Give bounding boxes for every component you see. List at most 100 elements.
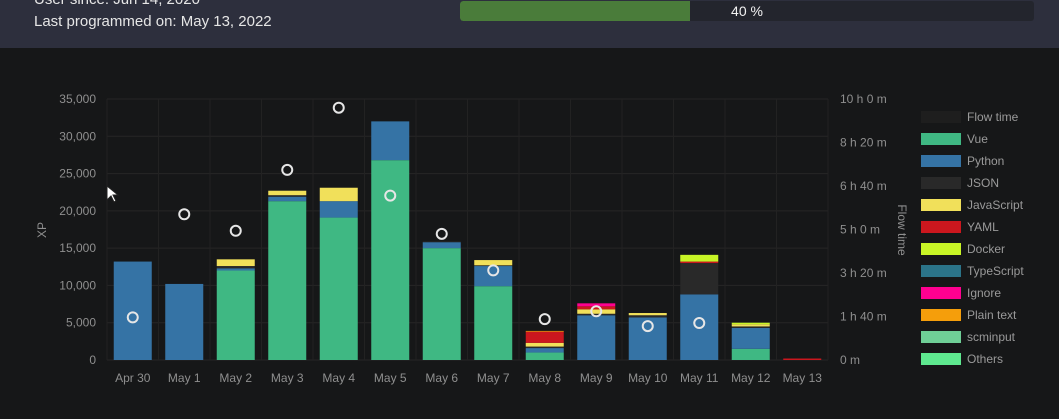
- y-tick-label: 30,000: [59, 129, 96, 143]
- legend-label: Python: [967, 154, 1004, 168]
- bar-segment: [268, 195, 307, 197]
- x-tick-label: May 6: [425, 371, 458, 385]
- bar-segment: [371, 160, 410, 360]
- bar-segment: [268, 201, 307, 360]
- bar-segment: [525, 352, 564, 360]
- flow-time-point: [332, 101, 345, 114]
- bar-segment: [371, 121, 410, 161]
- bar-segment: [525, 342, 564, 347]
- bar-segment: [216, 270, 255, 360]
- bar-segment: [319, 187, 358, 202]
- legend-swatch: [921, 265, 961, 277]
- legend-swatch: [921, 221, 961, 233]
- bar-segment: [783, 358, 822, 360]
- bar-segment: [577, 306, 616, 310]
- legend-swatch: [921, 287, 961, 299]
- bar-segment: [422, 242, 461, 249]
- flow-time-point: [641, 320, 654, 333]
- bar-segment: [577, 309, 616, 314]
- y-tick-label: 35,000: [59, 92, 96, 106]
- y2-tick-label: 0 m: [840, 353, 860, 367]
- bar-segment: [319, 217, 358, 360]
- legend-swatch: [921, 331, 961, 343]
- legend-label: Ignore: [967, 286, 1001, 300]
- y2-tick-label: 5 h 0 m: [840, 223, 880, 237]
- x-tick-label: May 12: [731, 371, 771, 385]
- legend-label: Docker: [967, 242, 1005, 256]
- y2-tick-label: 6 h 40 m: [840, 179, 887, 193]
- y2-tick-label: 1 h 40 m: [840, 310, 887, 324]
- bar-segment: [731, 348, 770, 360]
- bar-segment: [525, 346, 564, 349]
- x-tick-label: May 5: [374, 371, 407, 385]
- y-tick-label: 5,000: [66, 316, 96, 330]
- x-tick-label: May 2: [219, 371, 252, 385]
- bar-segment: [628, 317, 667, 360]
- bar-segment: [422, 241, 461, 243]
- flow-time-point: [435, 227, 448, 240]
- bar-segment: [628, 313, 667, 316]
- y-tick-label: 25,000: [59, 167, 96, 181]
- legend-swatch: [921, 309, 961, 321]
- x-tick-label: Apr 30: [115, 371, 151, 385]
- level-progress-bar: 40 %: [460, 1, 1034, 21]
- legend-swatch: [921, 177, 961, 189]
- bar-segment: [731, 326, 770, 328]
- legend-label: TypeScript: [967, 264, 1024, 278]
- bar-segment: [422, 248, 461, 360]
- y2-axis-title: Flow time: [895, 204, 909, 256]
- flow-time-point: [538, 313, 551, 326]
- flow-time-point: [693, 317, 706, 330]
- legend-swatch: [921, 243, 961, 255]
- bar-segment: [680, 263, 719, 295]
- y2-tick-label: 8 h 20 m: [840, 136, 887, 150]
- bar-segment: [577, 315, 616, 360]
- bar-segment: [319, 201, 358, 218]
- y-tick-label: 10,000: [59, 278, 96, 292]
- y-axis-title: XP: [35, 222, 49, 238]
- x-tick-label: May 1: [168, 371, 201, 385]
- flow-time-point: [384, 189, 397, 202]
- flow-time-point: [178, 208, 191, 221]
- y2-tick-label: 10 h 0 m: [840, 92, 887, 106]
- flow-time-point: [126, 311, 139, 324]
- bar-segment: [577, 313, 616, 316]
- y-tick-label: 15,000: [59, 241, 96, 255]
- y2-tick-label: 3 h 20 m: [840, 266, 887, 280]
- legend-label: Flow time: [967, 110, 1019, 124]
- progress-fill: [460, 1, 690, 21]
- bar-segment: [731, 324, 770, 327]
- bar-segment: [628, 315, 667, 318]
- bar-segment: [165, 283, 204, 360]
- x-tick-label: May 13: [783, 371, 823, 385]
- mouse-cursor-icon: [106, 185, 120, 203]
- legend-swatch: [921, 155, 961, 167]
- bar-segment: [680, 261, 719, 264]
- x-tick-label: May 11: [680, 371, 719, 385]
- bar-segment: [113, 261, 152, 360]
- legend-swatch: [921, 133, 961, 145]
- flow-time-point: [590, 305, 603, 318]
- bar-segment: [216, 266, 255, 269]
- legend-label: Plain text: [967, 308, 1017, 322]
- legend-swatch: [921, 111, 961, 123]
- legend-label: Others: [967, 352, 1003, 366]
- header-panel: User since: Jun 14, 2020 Last programmed…: [0, 0, 1059, 48]
- flow-time-point: [281, 163, 294, 176]
- x-tick-label: May 8: [528, 371, 561, 385]
- legend-label: YAML: [967, 220, 999, 234]
- bar-segment: [474, 260, 513, 266]
- y-tick-label: 0: [89, 353, 96, 367]
- progress-label: 40 %: [731, 3, 763, 19]
- x-tick-label: May 10: [628, 371, 668, 385]
- legend-label: JSON: [967, 176, 999, 190]
- legend-label: JavaScript: [967, 198, 1024, 212]
- x-tick-label: May 7: [477, 371, 510, 385]
- legend-swatch: [921, 353, 961, 365]
- x-tick-label: May 4: [322, 371, 355, 385]
- bar-segment: [474, 286, 513, 360]
- bar-segment: [731, 327, 770, 349]
- legend-label: Vue: [967, 132, 988, 146]
- user-since-text: User since: Jun 14, 2020: [34, 0, 200, 8]
